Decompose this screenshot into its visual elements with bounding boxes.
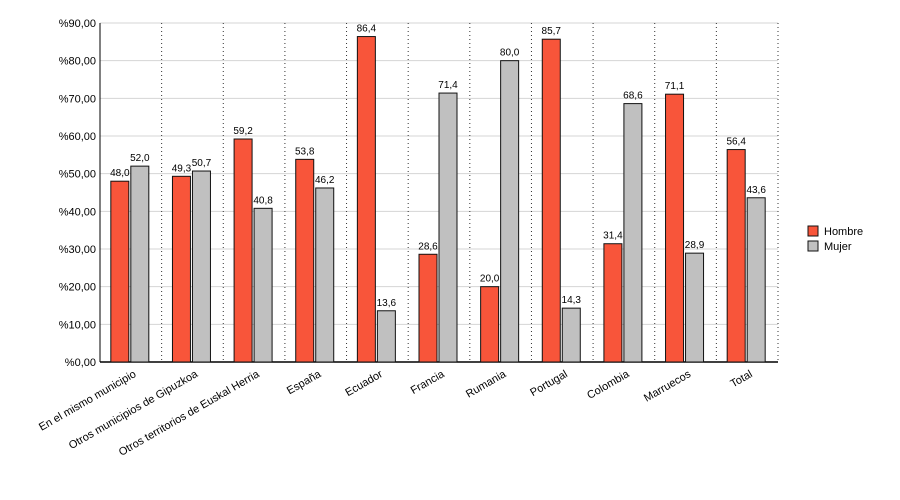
x-tick-label: España [285, 368, 324, 397]
data-label: 71,1 [665, 81, 685, 92]
data-label: 14,3 [562, 295, 582, 306]
bar [480, 286, 500, 363]
legend-swatch [807, 240, 819, 252]
bar [541, 38, 561, 363]
data-label: 48,0 [110, 168, 130, 179]
bar [665, 93, 685, 363]
bar [191, 170, 211, 363]
legend-label: Mujer [824, 241, 852, 253]
bar [233, 138, 253, 363]
bar [110, 180, 130, 363]
y-tick-label: %60,00 [59, 131, 96, 143]
data-label: 31,4 [603, 231, 623, 242]
y-tick-label: %70,00 [59, 93, 96, 105]
bar [315, 187, 335, 363]
y-tick-label: %40,00 [59, 206, 96, 218]
bar [376, 310, 396, 363]
bar [603, 243, 623, 363]
x-tick-label: Marruecos [642, 368, 693, 405]
y-tick-label: %30,00 [59, 244, 96, 256]
data-label: 46,2 [315, 175, 335, 186]
x-tick-label: Ecuador [343, 368, 385, 399]
data-label: 59,2 [233, 126, 253, 137]
legend-label: Hombre [824, 226, 863, 238]
data-label: 49,3 [172, 163, 192, 174]
data-label: 68,6 [623, 91, 643, 102]
y-tick-label: %90,00 [59, 18, 96, 30]
bar [438, 92, 458, 363]
data-label: 56,4 [726, 137, 746, 148]
data-label: 85,7 [542, 26, 562, 37]
bar [418, 253, 438, 363]
bar [171, 175, 191, 363]
data-label: 40,8 [253, 195, 273, 206]
y-tick-label: %10,00 [59, 319, 96, 331]
data-label: 13,6 [377, 298, 397, 309]
x-tick-label: Rumania [464, 368, 509, 401]
legend-swatch [807, 225, 819, 237]
y-tick-label: %80,00 [59, 56, 96, 68]
y-tick-label: %50,00 [59, 169, 96, 181]
data-label: 43,6 [746, 185, 766, 196]
data-label: 28,6 [418, 241, 438, 252]
x-tick-label: Total [729, 368, 755, 390]
data-label: 71,4 [438, 80, 458, 91]
x-tick-label: En el mismo municipio [37, 368, 138, 433]
bar [356, 36, 376, 363]
x-tick-label: Portugal [528, 368, 569, 399]
bar [561, 307, 581, 363]
bar [726, 149, 746, 363]
bar [685, 252, 705, 363]
bar [746, 197, 766, 363]
bar [130, 165, 150, 363]
data-label: 52,0 [130, 153, 150, 164]
y-tick-label: %20,00 [59, 282, 96, 294]
data-label: 28,9 [685, 240, 705, 251]
x-tick-label: Colombia [585, 368, 632, 402]
data-label: 50,7 [192, 158, 212, 169]
data-label: 20,0 [480, 274, 500, 285]
y-tick-label: %0,00 [65, 357, 96, 369]
bar [253, 207, 273, 363]
bar [623, 103, 643, 363]
x-tick-label: Francia [409, 368, 448, 397]
bar [295, 158, 315, 363]
data-label: 80,0 [500, 48, 520, 59]
data-label: 53,8 [295, 146, 315, 157]
data-label: 86,4 [357, 24, 377, 35]
bar [500, 60, 520, 363]
